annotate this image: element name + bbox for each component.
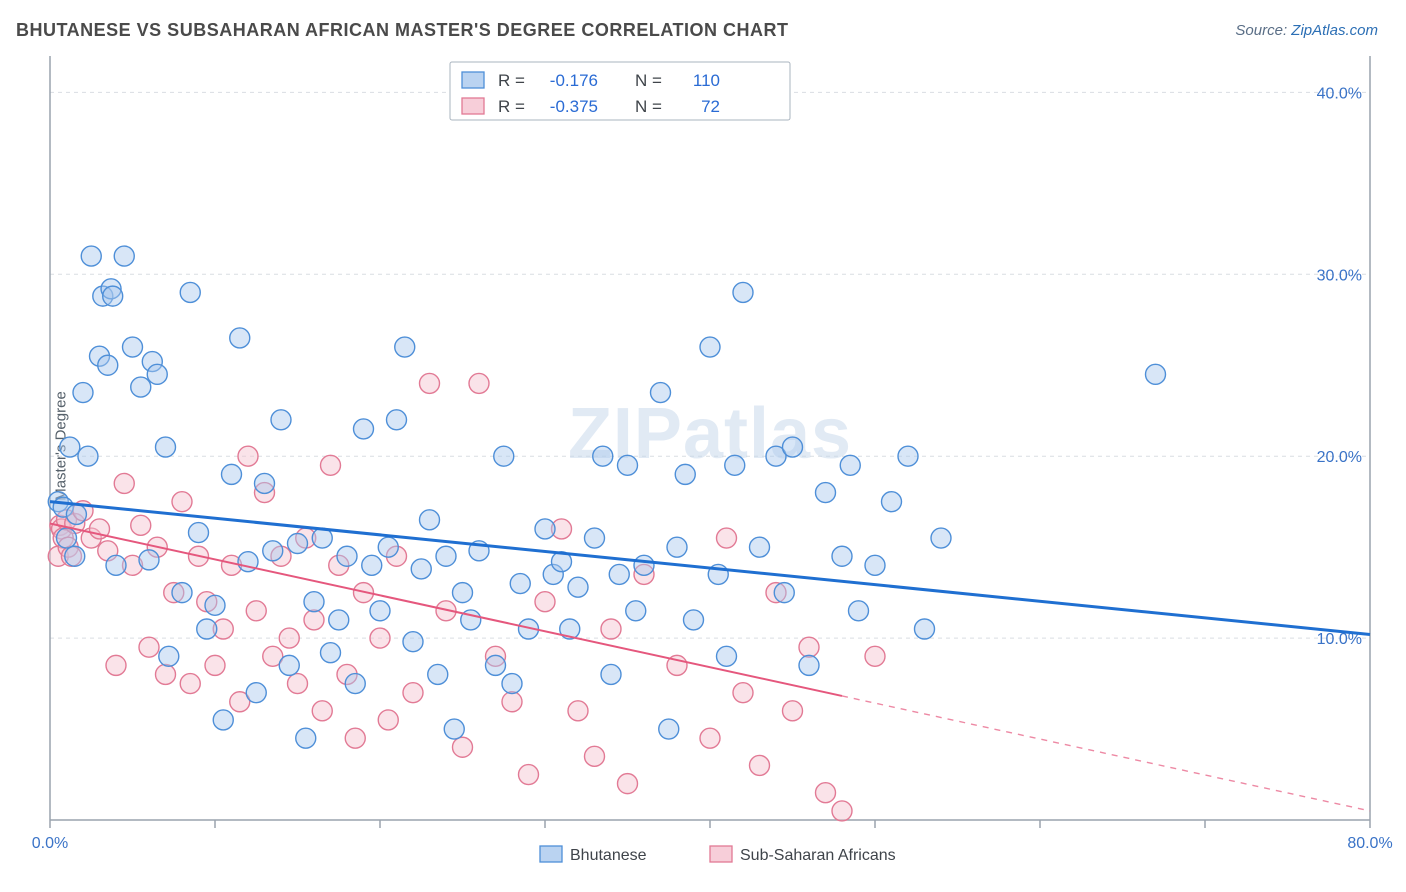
svg-text:30.0%: 30.0% [1317, 267, 1362, 284]
scatter-chart: 10.0%20.0%30.0%40.0%0.0%80.0%ZIPatlasR =… [0, 0, 1406, 892]
svg-text:Sub-Saharan Africans: Sub-Saharan Africans [740, 847, 896, 864]
svg-text:N =: N = [635, 97, 662, 116]
svg-text:N =: N = [635, 71, 662, 90]
svg-text:0.0%: 0.0% [32, 835, 68, 852]
svg-text:R =: R = [498, 97, 525, 116]
svg-text:110: 110 [693, 71, 720, 90]
svg-text:-0.375: -0.375 [550, 97, 598, 116]
svg-text:80.0%: 80.0% [1347, 835, 1392, 852]
svg-text:40.0%: 40.0% [1317, 85, 1362, 102]
svg-text:72: 72 [701, 97, 720, 116]
svg-text:-0.176: -0.176 [550, 71, 598, 90]
svg-text:Bhutanese: Bhutanese [570, 847, 647, 864]
svg-text:20.0%: 20.0% [1317, 449, 1362, 466]
svg-text:R =: R = [498, 71, 525, 90]
